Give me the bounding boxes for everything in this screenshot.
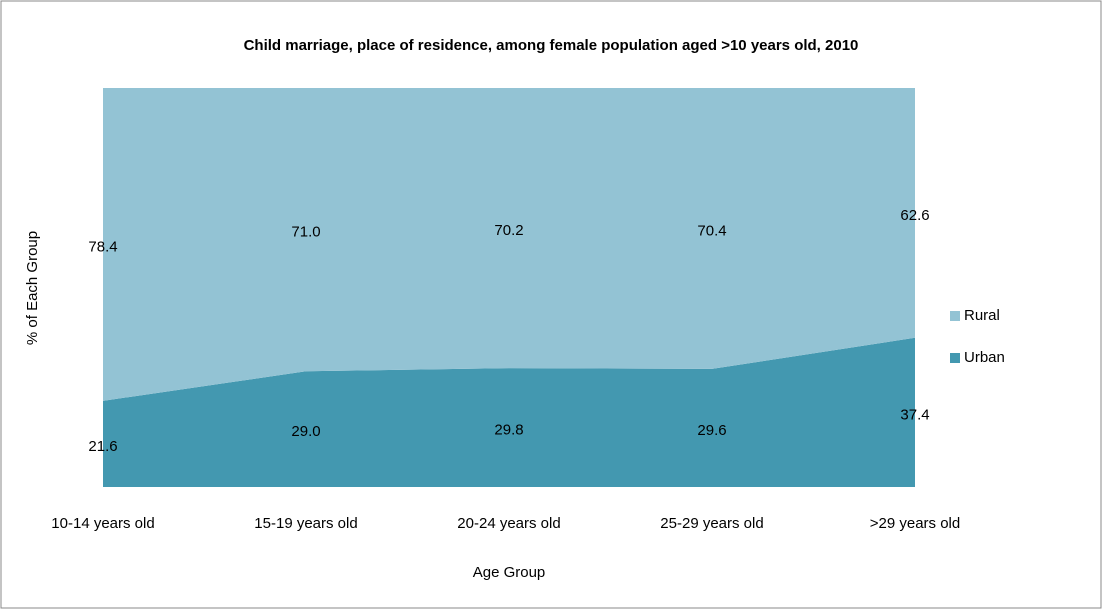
data-label: 62.6 [900, 207, 929, 224]
data-label: 21.6 [88, 438, 117, 455]
data-label: 70.2 [494, 222, 523, 239]
area [103, 88, 915, 401]
legend-label: Urban [964, 349, 1005, 366]
x-tick-label: 15-19 years old [254, 515, 357, 532]
legend-label: Rural [964, 307, 1000, 324]
x-tick-label: 25-29 years old [660, 515, 763, 532]
data-label: 29.8 [494, 422, 523, 439]
x-tick-label: >29 years old [870, 515, 960, 532]
legend-swatch [950, 353, 960, 363]
data-label: 29.0 [291, 423, 320, 440]
data-label: 37.4 [900, 406, 929, 423]
data-label: 29.6 [697, 422, 726, 439]
x-tick-label: 10-14 years old [51, 515, 154, 532]
area [103, 337, 915, 487]
legend-swatch [950, 311, 960, 321]
y-axis-title: % of Each Group [24, 231, 41, 345]
chart-title: Child marriage, place of residence, amon… [244, 37, 859, 54]
x-axis-title: Age Group [473, 564, 546, 581]
data-label: 70.4 [697, 222, 726, 239]
x-tick-label: 20-24 years old [457, 515, 560, 532]
data-label: 71.0 [291, 224, 320, 241]
data-label: 78.4 [88, 238, 117, 255]
